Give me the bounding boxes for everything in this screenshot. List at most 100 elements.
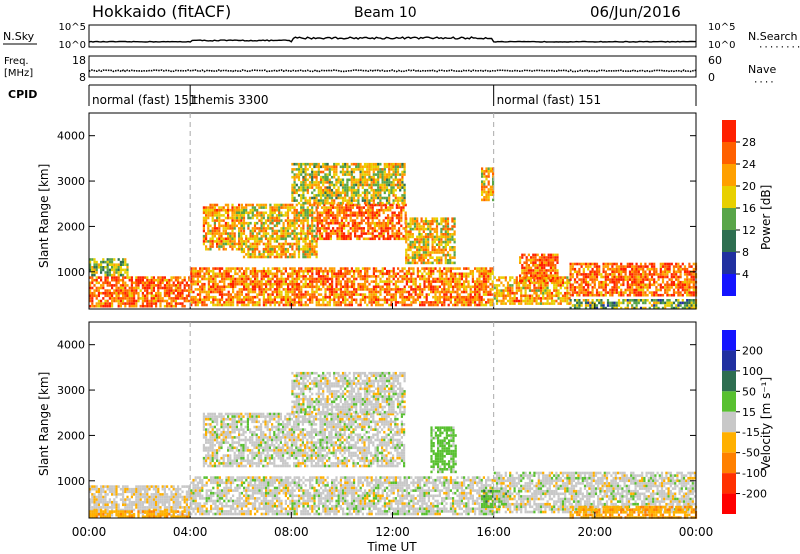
data-cell xyxy=(273,267,276,270)
data-cell xyxy=(216,203,219,207)
data-cell xyxy=(335,277,338,281)
data-cell xyxy=(254,295,257,299)
data-cell xyxy=(355,183,358,187)
data-cell xyxy=(386,282,389,286)
data-cell xyxy=(391,224,394,228)
data-cell xyxy=(389,219,392,222)
data-cell xyxy=(547,253,550,257)
data-cell xyxy=(106,273,109,277)
data-cell xyxy=(135,289,138,292)
data-cell xyxy=(541,256,544,259)
data-cell xyxy=(233,227,236,230)
data-cell xyxy=(371,214,374,217)
data-cell xyxy=(441,295,444,299)
data-cell xyxy=(93,266,96,269)
data-cell xyxy=(328,290,331,294)
data-cell xyxy=(124,289,127,292)
data-cell xyxy=(513,278,516,282)
data-cell xyxy=(100,266,103,269)
data-cell xyxy=(359,293,362,296)
data-cell xyxy=(361,277,364,281)
data-cell xyxy=(293,267,296,270)
data-cell xyxy=(521,271,524,275)
data-cell xyxy=(369,211,372,215)
data-cell xyxy=(311,280,314,283)
data-cell xyxy=(617,275,621,279)
data-cell xyxy=(350,196,353,200)
data-cell xyxy=(177,278,180,282)
data-cell xyxy=(286,208,290,212)
data-cell xyxy=(269,250,272,254)
data-cell xyxy=(388,285,391,289)
data-cell xyxy=(443,285,446,289)
data-cell xyxy=(238,237,241,241)
data-cell xyxy=(205,214,208,217)
data-cell xyxy=(527,264,530,267)
data-cell xyxy=(476,295,479,299)
data-cell xyxy=(337,196,340,200)
data-cell xyxy=(418,238,421,241)
data-cell xyxy=(231,221,234,225)
data-cell xyxy=(205,303,208,307)
data-cell xyxy=(306,178,309,182)
data-cell xyxy=(348,196,351,200)
data-cell xyxy=(260,216,263,220)
data-cell xyxy=(584,283,588,287)
data-cell xyxy=(238,229,241,233)
data-cell xyxy=(424,253,428,257)
data-cell xyxy=(543,264,546,267)
data-cell xyxy=(311,275,314,278)
data-cell xyxy=(311,219,314,222)
data-cell xyxy=(315,295,318,299)
data-cell xyxy=(349,214,352,217)
data-cell xyxy=(97,304,100,308)
data-cell xyxy=(313,280,316,283)
data-cell xyxy=(326,295,329,299)
data-cell xyxy=(394,188,397,192)
data-cell xyxy=(374,168,378,171)
data-cell xyxy=(613,262,616,266)
data-cell xyxy=(600,283,603,287)
data-cell xyxy=(267,245,270,248)
data-cell xyxy=(106,294,109,298)
data-cell xyxy=(394,178,397,182)
data-cell xyxy=(344,194,347,197)
data-cell xyxy=(213,211,216,215)
data-cell xyxy=(373,216,376,220)
data-cell xyxy=(397,301,400,304)
data-cell xyxy=(381,181,384,184)
data-cell xyxy=(379,201,382,205)
data-cell xyxy=(598,293,601,297)
data-cell xyxy=(271,216,274,220)
data-cell xyxy=(421,275,424,278)
data-cell xyxy=(223,285,226,289)
data-cell xyxy=(240,219,243,222)
data-cell xyxy=(401,175,404,179)
data-cell xyxy=(463,282,466,286)
data-cell xyxy=(240,272,243,276)
data-cell xyxy=(485,277,488,281)
data-cell xyxy=(211,227,214,230)
data-cell xyxy=(542,297,545,300)
data-cell xyxy=(322,175,325,179)
data-cell xyxy=(247,301,250,304)
data-cell xyxy=(527,269,530,272)
data-cell xyxy=(247,277,250,281)
data-cell xyxy=(269,237,272,241)
data-cell xyxy=(552,277,555,280)
data-cell xyxy=(135,278,138,282)
data-cell xyxy=(398,219,401,222)
data-cell xyxy=(117,271,120,274)
data-cell xyxy=(393,234,396,238)
data-cell xyxy=(458,295,461,299)
data-cell xyxy=(249,208,252,212)
data-cell xyxy=(398,237,401,241)
data-cell xyxy=(210,288,213,291)
data-cell xyxy=(412,280,415,283)
data-cell xyxy=(335,280,338,283)
data-cell xyxy=(141,276,144,279)
data-cell xyxy=(334,221,337,225)
data-cell xyxy=(291,162,294,166)
data-cell xyxy=(181,304,184,308)
data-cell xyxy=(591,291,594,294)
